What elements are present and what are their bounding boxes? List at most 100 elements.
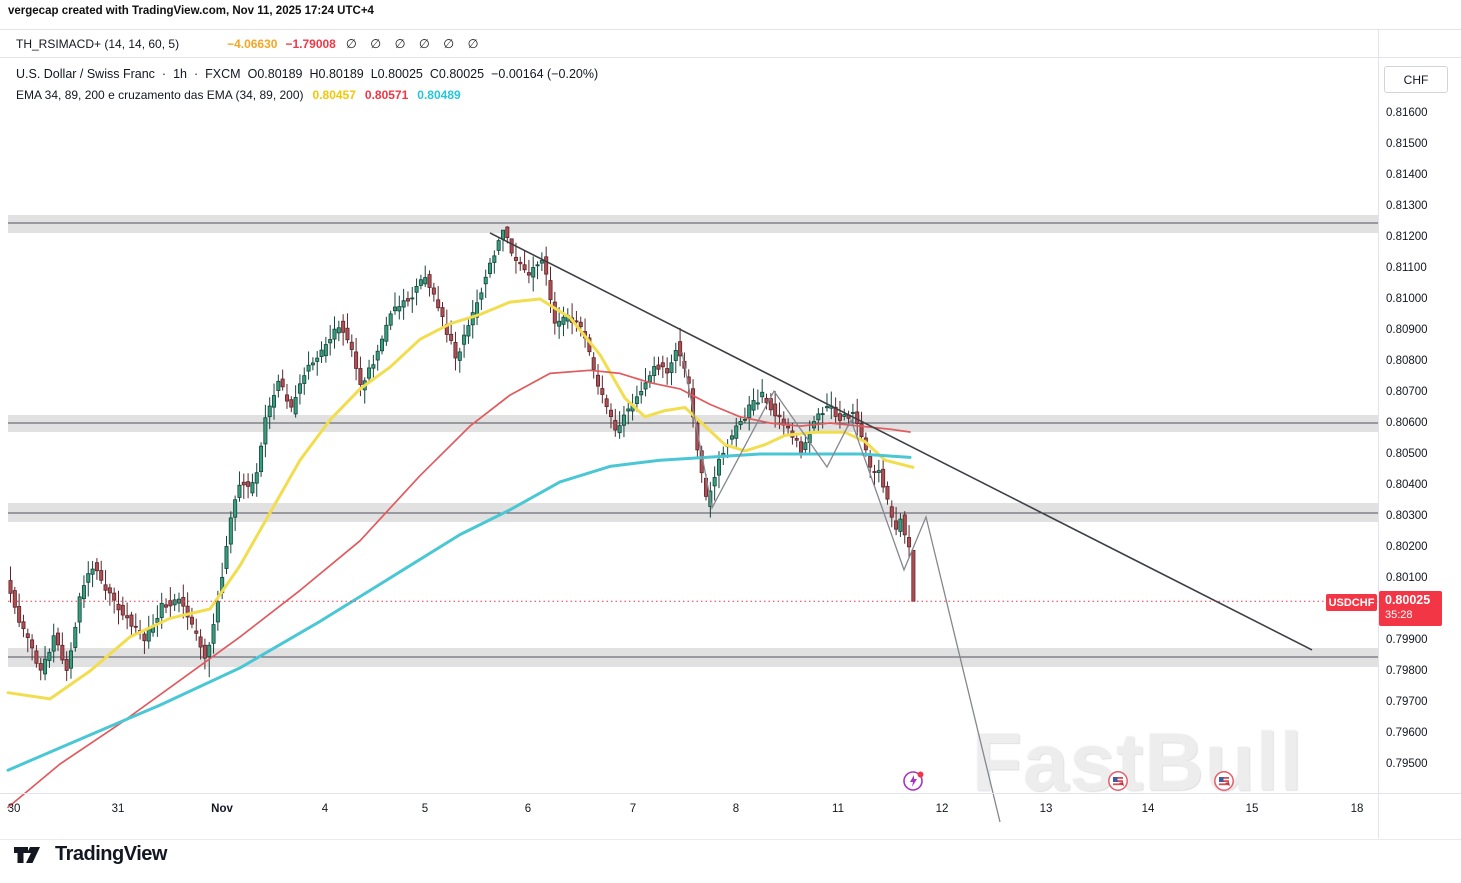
price-tick-label: 0.81500 [1386,138,1428,150]
candle-body [872,471,877,473]
candle-body [172,599,177,606]
time-tick-label[interactable]: 4 [321,803,329,815]
time-tick-label[interactable]: 5 [421,803,429,815]
price-tick-label: 0.79700 [1386,696,1428,708]
candle-body [665,368,670,374]
candle-body [228,517,233,545]
candle-body [341,320,346,333]
candle-body [436,299,441,309]
candle-body [51,635,56,652]
candle-body [889,506,894,518]
us-flag-icon[interactable] [1213,770,1235,797]
time-tick-label[interactable]: 14 [1141,803,1155,815]
candle-body [824,406,829,409]
candle-body [207,644,212,658]
candle-body [64,658,69,671]
candle-body [354,351,359,369]
time-tick-label[interactable]: 11 [832,803,844,815]
candle-body [829,405,834,409]
indicator-value-2: −1.79008 [285,36,336,51]
candle-body [898,518,903,532]
candle-body [367,367,372,379]
candle-body [306,364,311,372]
candle-body [90,568,95,575]
tradingview-logo[interactable]: TradingView [14,843,167,866]
candle-body [297,383,302,394]
candle-body [522,264,527,271]
candle-body [293,397,298,415]
time-tick-label[interactable]: 18 [1350,803,1364,815]
price-axis[interactable] [1378,29,1461,838]
candle-body [185,605,190,618]
symbol-row[interactable]: U.S. Dollar / Swiss Franc · 1h · FXCM O0… [16,67,598,81]
candle-body [885,485,890,500]
candle-body [712,477,717,487]
candle-body [846,414,851,419]
flash-icon[interactable] [902,769,926,798]
candle-body [34,650,39,664]
candle-body [146,628,151,642]
time-tick-label[interactable]: 31 [111,803,125,815]
candle-body [60,644,65,661]
candle-body [548,280,553,301]
time-tick-label[interactable]: 30 [7,803,21,815]
time-tick-label[interactable]: 8 [732,803,740,815]
ema-label[interactable]: EMA 34, 89, 200 e cruzamento das EMA (34… [16,88,304,102]
ema200-value: 0.80489 [417,88,461,102]
time-tick-label[interactable]: 13 [1039,803,1053,815]
price-tick-label: 0.79600 [1386,727,1428,739]
tradingview-logo-text: TradingView [55,843,167,865]
candle-body [410,297,415,300]
candle-body [708,490,713,507]
candle-body [440,307,445,317]
candle-body [911,550,916,602]
price-tick-label: 0.79800 [1386,665,1428,677]
candle-body [198,636,203,648]
indicator-row[interactable]: TH_RSIMACD+ (14, 14, 60, 5) −4.06630 −1.… [0,29,1461,58]
candle-body [444,324,449,335]
candle-body [397,306,402,312]
symbol-name[interactable]: U.S. Dollar / Swiss Franc [16,67,155,81]
candle-body [621,414,626,426]
candle-body [86,573,91,583]
time-axis[interactable]: 30 31 Nov 4 5 6 7 8 11 12 13 14 15 18 [0,793,1461,840]
candle-body [526,272,531,276]
symbol-interval[interactable]: 1h [173,67,187,81]
candle-body [678,341,683,357]
candle-body [600,388,605,395]
time-tick-label[interactable]: 12 [935,803,949,815]
candle-body [626,408,631,412]
time-tick-label[interactable]: 7 [629,803,637,815]
indicator-name[interactable]: TH_RSIMACD+ (14, 14, 60, 5) [16,36,180,51]
candle-body [233,499,238,518]
candle-body [539,260,544,264]
price-tick-label: 0.80300 [1386,510,1428,522]
candle-body [634,396,639,404]
candle-body [682,360,687,369]
candle-body [81,585,86,600]
candle-body [552,301,557,324]
symbol-price-tag: USDCHF [1326,594,1377,611]
candle-body [332,328,337,340]
candle-body [241,481,246,486]
ema-indicator-row[interactable]: EMA 34, 89, 200 e cruzamento das EMA (34… [16,88,461,102]
candle-body [151,625,156,633]
price-tick-label: 0.81400 [1386,169,1428,181]
sr-zone [8,648,1378,667]
ohlc-close: C0.80025 [429,67,485,81]
us-flag-icon[interactable] [1107,770,1129,797]
currency-toggle-button[interactable]: CHF [1384,66,1448,93]
candle-body [833,406,838,417]
candle-body [652,366,657,377]
time-tick-label[interactable]: 15 [1245,803,1259,815]
candle-body [760,391,765,398]
candle-body [608,409,613,417]
price-tick-label: 0.80500 [1386,448,1428,460]
candle-body [319,349,324,358]
time-tick-label[interactable]: 6 [524,803,532,815]
candle-body [423,277,428,285]
candle-body [431,287,436,295]
candle-body [488,262,493,274]
time-tick-label[interactable]: Nov [211,803,233,815]
candle-body [691,388,696,418]
